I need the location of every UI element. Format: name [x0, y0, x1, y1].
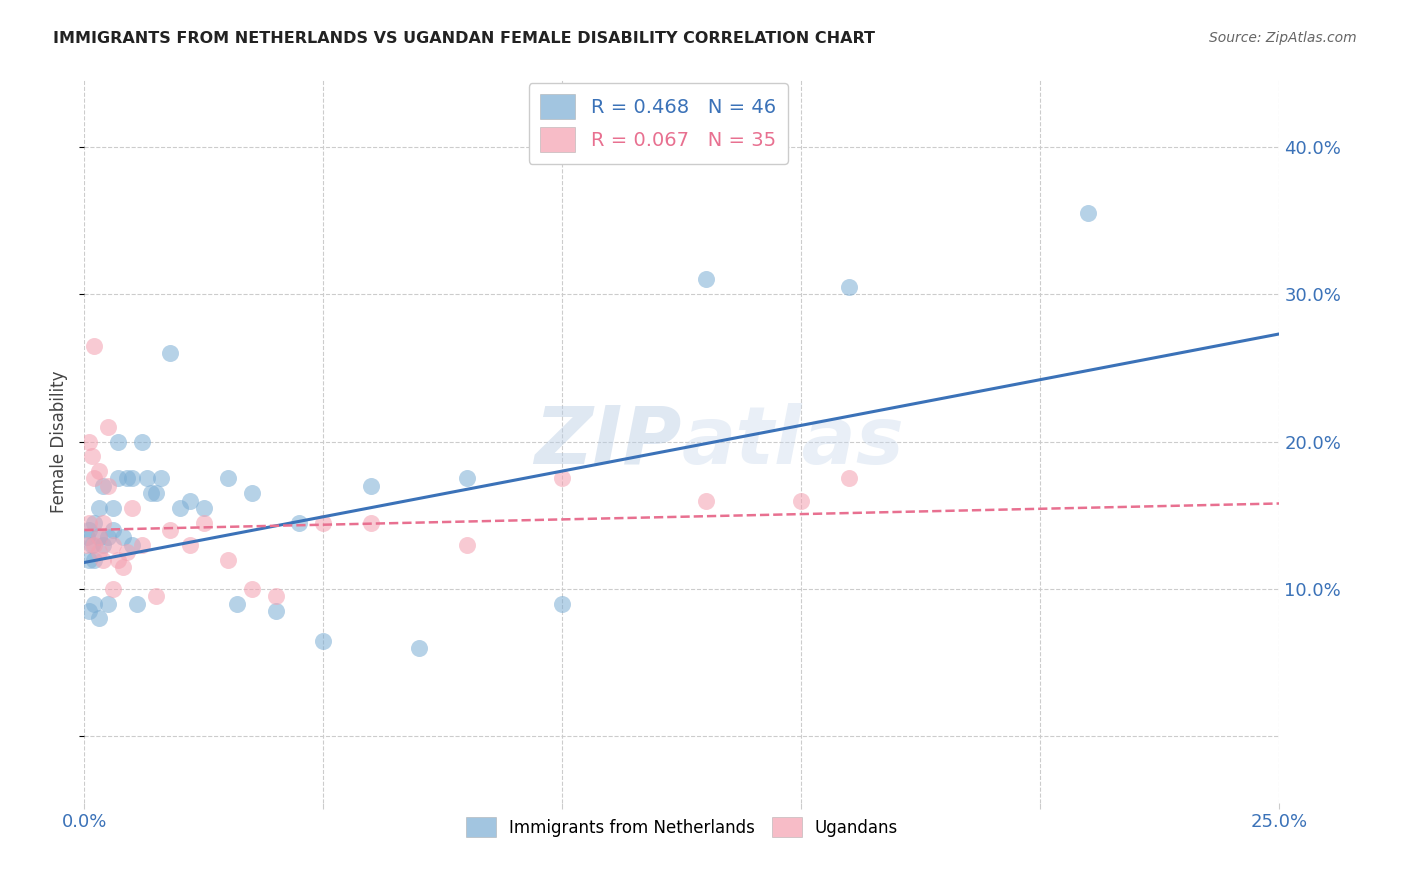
Point	[179, 493, 201, 508]
Point	[264, 590, 287, 604]
Point	[240, 582, 263, 596]
Point	[240, 486, 263, 500]
Point	[121, 500, 143, 515]
Text: IMMIGRANTS FROM NETHERLANDS VS UGANDAN FEMALE DISABILITY CORRELATION CHART: IMMIGRANTS FROM NETHERLANDS VS UGANDAN F…	[53, 31, 876, 46]
Point	[551, 597, 574, 611]
Point	[77, 604, 100, 618]
Point	[179, 538, 201, 552]
Point	[117, 545, 139, 559]
Point	[101, 538, 124, 552]
Point	[93, 479, 115, 493]
Point	[83, 339, 105, 353]
Point	[264, 604, 287, 618]
Text: ZIP: ZIP	[534, 402, 682, 481]
Point	[131, 434, 153, 449]
Point	[193, 516, 215, 530]
Point	[87, 545, 110, 559]
Point	[101, 523, 124, 537]
Point	[101, 500, 124, 515]
Point	[145, 590, 167, 604]
Point	[93, 552, 115, 566]
Point	[226, 597, 249, 611]
Point	[456, 471, 478, 485]
Point	[76, 538, 98, 552]
Point	[1077, 206, 1099, 220]
Point	[77, 434, 100, 449]
Point	[83, 516, 105, 530]
Point	[117, 471, 139, 485]
Point	[121, 538, 143, 552]
Point	[360, 479, 382, 493]
Point	[695, 272, 717, 286]
Point	[159, 346, 181, 360]
Point	[83, 538, 105, 552]
Point	[551, 471, 574, 485]
Point	[695, 493, 717, 508]
Text: Source: ZipAtlas.com: Source: ZipAtlas.com	[1209, 31, 1357, 45]
Point	[159, 523, 181, 537]
Point	[288, 516, 311, 530]
Point	[125, 597, 148, 611]
Point	[111, 530, 134, 544]
Point	[107, 552, 129, 566]
Point	[312, 633, 335, 648]
Point	[87, 500, 110, 515]
Point	[107, 471, 129, 485]
Point	[80, 450, 103, 464]
Point	[131, 538, 153, 552]
Point	[93, 538, 115, 552]
Point	[456, 538, 478, 552]
Point	[83, 597, 105, 611]
Point	[135, 471, 157, 485]
Point	[111, 560, 134, 574]
Text: atlas: atlas	[682, 402, 904, 481]
Point	[77, 516, 100, 530]
Point	[193, 500, 215, 515]
Point	[93, 516, 115, 530]
Point	[101, 582, 124, 596]
Point	[141, 486, 163, 500]
Point	[408, 640, 430, 655]
Point	[87, 464, 110, 478]
Point	[77, 552, 100, 566]
Point	[80, 538, 103, 552]
Point	[77, 523, 100, 537]
Point	[169, 500, 191, 515]
Point	[790, 493, 813, 508]
Point	[97, 479, 120, 493]
Point	[217, 552, 239, 566]
Legend: Immigrants from Netherlands, Ugandans: Immigrants from Netherlands, Ugandans	[457, 809, 907, 845]
Point	[83, 471, 105, 485]
Point	[121, 471, 143, 485]
Point	[97, 597, 120, 611]
Point	[360, 516, 382, 530]
Point	[107, 434, 129, 449]
Point	[838, 471, 860, 485]
Point	[87, 530, 110, 544]
Point	[97, 419, 120, 434]
Point	[76, 530, 98, 544]
Point	[217, 471, 239, 485]
Point	[145, 486, 167, 500]
Point	[838, 279, 860, 293]
Point	[97, 530, 120, 544]
Point	[149, 471, 172, 485]
Point	[312, 516, 335, 530]
Point	[83, 552, 105, 566]
Y-axis label: Female Disability: Female Disability	[51, 370, 69, 513]
Point	[87, 611, 110, 625]
Point	[87, 530, 110, 544]
